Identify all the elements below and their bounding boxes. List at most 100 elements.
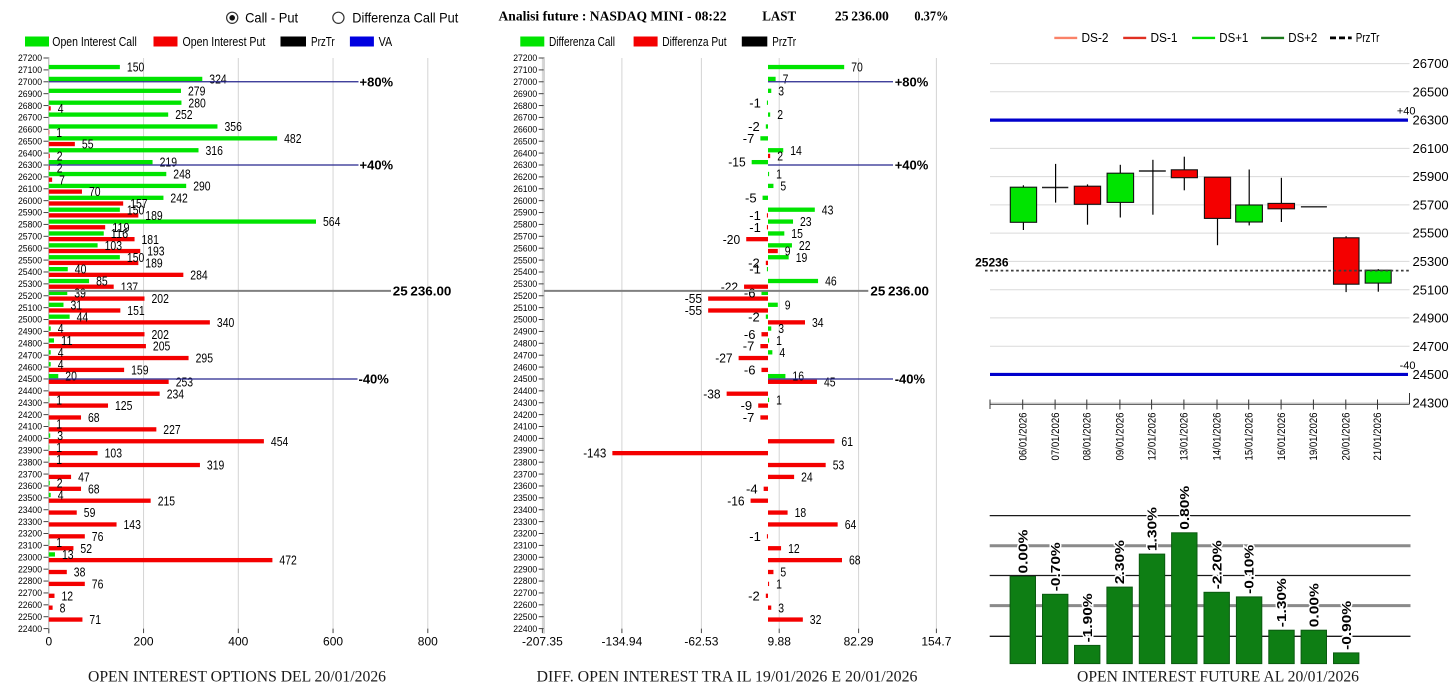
svg-text:0.00%: 0.00% (1306, 583, 1321, 628)
svg-text:15/01/2026: 15/01/2026 (1243, 413, 1255, 461)
svg-text:27100: 27100 (18, 65, 42, 75)
svg-text:25700: 25700 (18, 232, 42, 242)
svg-text:25400: 25400 (513, 267, 537, 277)
svg-text:2: 2 (57, 477, 63, 491)
svg-text:150: 150 (127, 251, 144, 265)
svg-text:-2: -2 (748, 589, 760, 603)
svg-text:22400: 22400 (18, 624, 42, 634)
svg-text:-1: -1 (749, 209, 761, 223)
svg-text:26100: 26100 (1413, 141, 1449, 156)
svg-text:26400: 26400 (18, 148, 42, 158)
svg-text:25200: 25200 (513, 291, 537, 301)
svg-text:7: 7 (59, 173, 65, 187)
svg-text:15: 15 (791, 227, 803, 241)
svg-text:14/01/2026: 14/01/2026 (1212, 413, 1224, 461)
svg-text:13: 13 (62, 548, 74, 562)
svg-text:125: 125 (115, 399, 132, 413)
svg-text:1: 1 (776, 394, 782, 408)
svg-text:7: 7 (783, 73, 789, 87)
svg-text:200: 200 (134, 635, 154, 649)
svg-text:1: 1 (776, 334, 782, 348)
svg-text:22800: 22800 (18, 576, 42, 586)
svg-text:116: 116 (111, 227, 128, 241)
svg-text:12: 12 (62, 589, 74, 603)
svg-text:-6: -6 (744, 287, 756, 301)
svg-text:26800: 26800 (513, 101, 537, 111)
svg-text:25400: 25400 (18, 267, 42, 277)
svg-text:DS+2: DS+2 (1288, 31, 1317, 45)
svg-text:23800: 23800 (18, 457, 42, 467)
svg-text:319: 319 (207, 459, 224, 473)
svg-text:39: 39 (74, 287, 86, 301)
svg-text:Differenza Put: Differenza Put (662, 35, 727, 49)
svg-text:189: 189 (145, 257, 162, 271)
svg-text:26200: 26200 (513, 172, 537, 182)
svg-text:-1: -1 (749, 530, 761, 544)
svg-text:-20: -20 (723, 233, 740, 247)
svg-text:44: 44 (77, 310, 89, 324)
svg-text:-2: -2 (748, 310, 760, 324)
svg-text:38: 38 (74, 566, 86, 580)
svg-text:46: 46 (825, 275, 837, 289)
svg-text:07/01/2026: 07/01/2026 (1050, 413, 1062, 461)
svg-text:24500: 24500 (1413, 367, 1449, 382)
svg-text:PrzTr: PrzTr (311, 35, 335, 49)
svg-text:22: 22 (799, 239, 811, 253)
svg-text:202: 202 (152, 292, 169, 306)
svg-text:25236: 25236 (975, 255, 1009, 269)
svg-text:-40%: -40% (895, 372, 926, 387)
svg-text:26100: 26100 (18, 184, 42, 194)
svg-text:22600: 22600 (18, 600, 42, 610)
svg-text:25300: 25300 (1413, 254, 1449, 269)
svg-text:25500: 25500 (1413, 226, 1449, 241)
svg-text:06/01/2026: 06/01/2026 (1017, 413, 1029, 461)
svg-text:12/01/2026: 12/01/2026 (1146, 413, 1158, 461)
svg-text:150: 150 (127, 203, 144, 217)
svg-text:-2: -2 (748, 257, 760, 271)
svg-text:25100: 25100 (513, 303, 537, 313)
svg-text:2: 2 (57, 161, 63, 175)
svg-text:19: 19 (796, 251, 808, 265)
svg-text:219: 219 (160, 156, 177, 170)
svg-text:11: 11 (61, 334, 73, 348)
svg-text:4: 4 (779, 346, 785, 360)
svg-text:14: 14 (790, 144, 802, 158)
svg-text:23000: 23000 (18, 553, 42, 563)
svg-text:1: 1 (776, 578, 782, 592)
svg-text:400: 400 (228, 635, 248, 649)
svg-text:24200: 24200 (18, 410, 42, 420)
svg-text:-4: -4 (746, 482, 758, 496)
svg-text:26900: 26900 (18, 89, 42, 99)
svg-text:-38: -38 (703, 387, 720, 401)
svg-text:-143: -143 (583, 447, 606, 461)
svg-text:25600: 25600 (18, 243, 42, 253)
svg-text:-6: -6 (744, 328, 756, 342)
svg-text:316: 316 (206, 144, 223, 158)
svg-text:24700: 24700 (18, 350, 42, 360)
svg-text:25500: 25500 (513, 255, 537, 265)
svg-text:600: 600 (323, 635, 343, 649)
svg-text:3: 3 (778, 601, 784, 615)
svg-text:24700: 24700 (513, 350, 537, 360)
svg-text:1: 1 (56, 394, 62, 408)
svg-text:24700: 24700 (1413, 339, 1449, 354)
svg-text:25300: 25300 (18, 279, 42, 289)
svg-text:151: 151 (127, 304, 144, 318)
svg-text:23700: 23700 (18, 469, 42, 479)
svg-text:143: 143 (124, 518, 141, 532)
svg-text:26000: 26000 (513, 196, 537, 206)
svg-text:157: 157 (130, 197, 147, 211)
svg-text:76: 76 (92, 530, 104, 544)
svg-text:103: 103 (105, 239, 122, 253)
svg-text:-22: -22 (721, 280, 738, 294)
svg-text:564: 564 (323, 215, 340, 229)
svg-text:25900: 25900 (513, 208, 537, 218)
svg-text:85: 85 (96, 275, 108, 289)
svg-text:25200: 25200 (18, 291, 42, 301)
svg-text:PrzTr: PrzTr (772, 35, 796, 49)
svg-text:26200: 26200 (18, 172, 42, 182)
svg-text:1: 1 (56, 126, 62, 140)
svg-text:800: 800 (418, 635, 438, 649)
svg-text:Open Interest Call: Open Interest Call (52, 35, 137, 49)
svg-text:24300: 24300 (1413, 395, 1449, 410)
